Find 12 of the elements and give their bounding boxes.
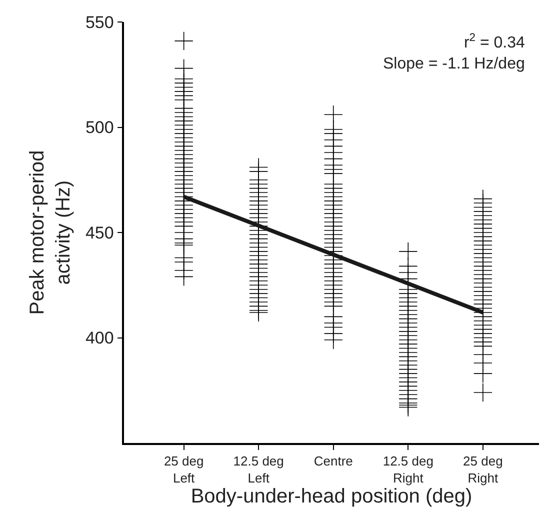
y-tick-label: 400 — [85, 328, 114, 348]
x-axis-title: Body-under-head position (deg) — [190, 485, 472, 508]
x-tick-label: 25 deg Left — [164, 453, 204, 486]
x-tick-label: 25 deg Right — [463, 453, 503, 486]
x-tick-label: Centre — [314, 453, 353, 468]
annotation: r$^{2}$ = 0.34 Slope = -1.1 Hz/deg — [383, 32, 525, 73]
x-tick-label: 12.5 deg Right — [382, 453, 434, 486]
x-tick-label: 12.5 deg Left — [233, 453, 284, 486]
y-axis-title: Peak motor-period activity (Hz) — [26, 150, 74, 315]
y-tick-label: 500 — [85, 118, 114, 138]
y-tick-label: 450 — [85, 223, 114, 242]
y-tick-label: 550 — [85, 12, 114, 32]
